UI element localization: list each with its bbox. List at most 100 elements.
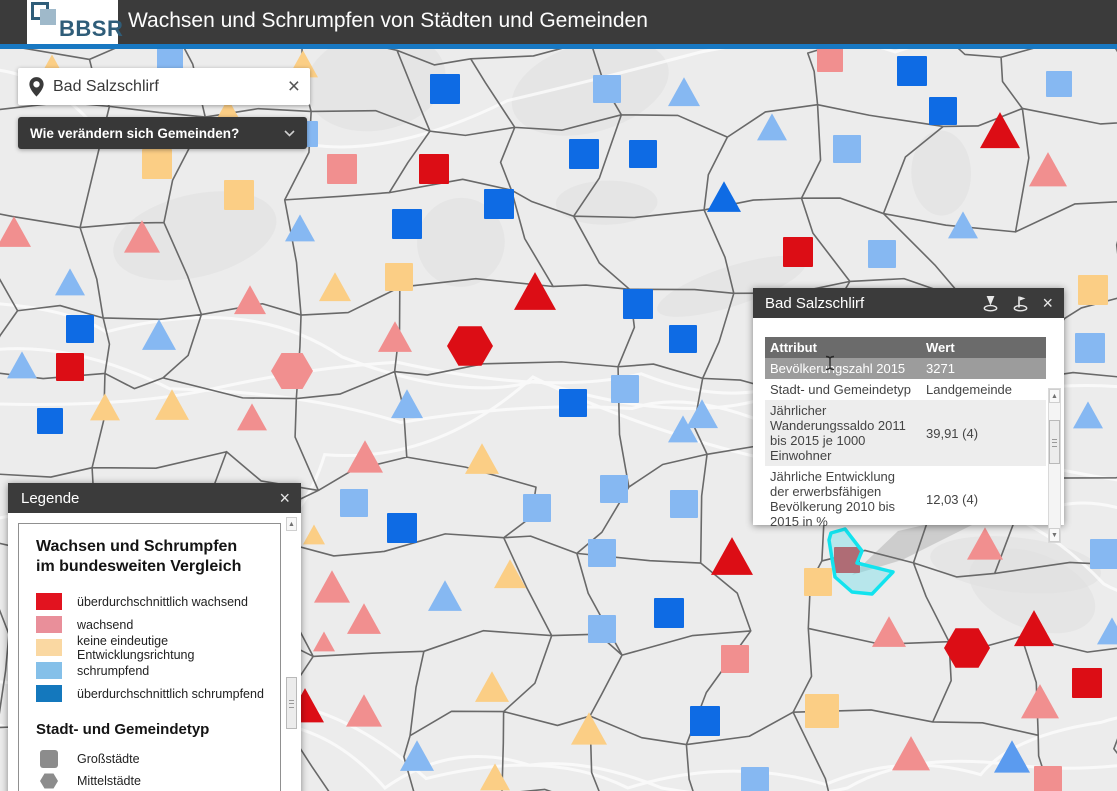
map-symbol-t[interactable] <box>0 216 31 247</box>
attribute-row[interactable]: Bevölkerungszahl 2015 3271 <box>765 358 1046 379</box>
map-symbol-s[interactable] <box>1078 275 1108 305</box>
search-clear-icon[interactable]: × <box>287 75 300 98</box>
map-symbol-s[interactable] <box>387 513 417 543</box>
map-symbol-s[interactable] <box>929 97 957 125</box>
map-symbol-t[interactable] <box>668 415 698 443</box>
map-symbol-t[interactable] <box>711 537 753 575</box>
map-symbol-s[interactable] <box>805 694 839 728</box>
map-symbol-s[interactable] <box>385 263 413 291</box>
map-symbol-t[interactable] <box>707 181 741 212</box>
map-symbol-t[interactable] <box>514 272 556 310</box>
map-symbol-s[interactable] <box>804 568 832 596</box>
map-symbol-s[interactable] <box>484 189 514 219</box>
map-symbol-s[interactable] <box>741 767 769 791</box>
map-symbol-s[interactable] <box>629 140 657 168</box>
search-box[interactable]: Bad Salzschlirf × <box>18 68 310 105</box>
map-symbol-t[interactable] <box>980 112 1020 149</box>
feature-popup-header[interactable]: Bad Salzschlirf × <box>753 288 1064 318</box>
map-symbol-t[interactable] <box>234 285 266 315</box>
map-symbol-h[interactable] <box>944 628 990 668</box>
map-symbol-s[interactable] <box>569 139 599 169</box>
map-symbol-t[interactable] <box>346 694 382 727</box>
map-symbol-s[interactable] <box>721 645 749 673</box>
map-symbol-s[interactable] <box>340 489 368 517</box>
map-symbol-t[interactable] <box>90 393 120 421</box>
attribute-row[interactable]: Stadt- und Gemeindetyp Landgemeinde <box>765 379 1046 400</box>
scroll-thumb[interactable] <box>286 677 297 729</box>
map-symbol-t[interactable] <box>237 403 267 431</box>
legend-header[interactable]: Legende × <box>8 483 301 513</box>
map-symbol-s[interactable] <box>654 598 684 628</box>
search-input[interactable]: Bad Salzschlirf <box>53 77 159 95</box>
map-symbol-s[interactable] <box>690 706 720 736</box>
legend-scrollbar[interactable]: ▲ <box>286 517 299 791</box>
map-symbol-s[interactable] <box>868 240 896 268</box>
map-symbol-s[interactable] <box>56 353 84 381</box>
map-symbol-t[interactable] <box>124 220 160 253</box>
map-symbol-s[interactable] <box>833 135 861 163</box>
selected-feature-highlight[interactable] <box>827 527 895 596</box>
map-symbol-t[interactable] <box>571 712 607 745</box>
map-symbol-t[interactable] <box>55 268 85 296</box>
map-symbol-t[interactable] <box>313 631 335 652</box>
map-symbol-s[interactable] <box>224 180 254 210</box>
map-symbol-s[interactable] <box>897 56 927 86</box>
map-symbol-s[interactable] <box>1072 668 1102 698</box>
map-symbol-t[interactable] <box>668 77 700 107</box>
map-symbol-t[interactable] <box>1021 684 1059 719</box>
map-symbol-s[interactable] <box>392 209 422 239</box>
map-symbol-t[interactable] <box>347 603 381 634</box>
map-symbol-s[interactable] <box>66 315 94 343</box>
popup-close-icon[interactable]: × <box>1042 293 1053 313</box>
question-dropdown[interactable]: Wie verändern sich Gemeinden? <box>18 117 307 149</box>
map-symbol-s[interactable] <box>817 48 843 72</box>
map-symbol-t[interactable] <box>428 580 462 611</box>
scroll-thumb[interactable] <box>1049 420 1060 464</box>
map-symbol-s[interactable] <box>600 475 628 503</box>
attribute-row[interactable]: Jährliche Entwicklung der erwerbsfähigen… <box>765 466 1046 532</box>
map-symbol-h[interactable] <box>271 352 313 390</box>
drop-pin-tool-icon[interactable] <box>982 295 999 312</box>
map-symbol-t[interactable] <box>757 113 787 141</box>
map-symbol-t[interactable] <box>378 321 412 352</box>
map-symbol-t[interactable] <box>480 763 510 791</box>
map-symbol-t[interactable] <box>994 740 1030 773</box>
scroll-down-button[interactable]: ▼ <box>1049 528 1060 542</box>
map-symbol-s[interactable] <box>623 289 653 319</box>
map-symbol-s[interactable] <box>588 615 616 643</box>
map-symbol-s[interactable] <box>834 547 860 573</box>
map-symbol-s[interactable] <box>1034 766 1062 791</box>
map-symbol-s[interactable] <box>588 539 616 567</box>
map-symbol-t[interactable] <box>892 736 930 771</box>
map-symbol-s[interactable] <box>419 154 449 184</box>
map-symbol-t[interactable] <box>303 524 325 545</box>
map-symbol-s[interactable] <box>611 375 639 403</box>
map-symbol-t[interactable] <box>216 98 240 121</box>
map-symbol-s[interactable] <box>142 149 172 179</box>
map-symbol-s[interactable] <box>157 48 183 73</box>
scroll-up-button[interactable]: ▲ <box>1049 389 1060 403</box>
map-symbol-s[interactable] <box>1090 539 1117 569</box>
bbsr-logo[interactable]: BBSR <box>27 0 123 44</box>
map-symbol-t[interactable] <box>7 351 37 379</box>
map-symbol-s[interactable] <box>559 389 587 417</box>
map-symbol-t[interactable] <box>494 559 526 589</box>
map-symbol-t[interactable] <box>686 399 718 429</box>
flag-tool-icon[interactable] <box>1012 295 1029 312</box>
map-symbol-t[interactable] <box>1073 401 1103 429</box>
map-symbol-t[interactable] <box>285 214 315 242</box>
map-symbol-t[interactable] <box>142 319 176 350</box>
map-symbol-s[interactable] <box>669 325 697 353</box>
map-symbol-t[interactable] <box>347 440 383 473</box>
map-symbol-s[interactable] <box>37 408 63 434</box>
legend-close-icon[interactable]: × <box>279 488 290 508</box>
map-symbol-t[interactable] <box>391 389 423 419</box>
map-symbol-t[interactable] <box>1097 617 1117 645</box>
map-symbol-t[interactable] <box>1029 152 1067 187</box>
map-symbol-s[interactable] <box>783 237 813 267</box>
map-symbol-t[interactable] <box>465 443 499 474</box>
map-symbol-t[interactable] <box>872 616 906 647</box>
map-symbol-t[interactable] <box>1014 610 1054 647</box>
map-symbol-t[interactable] <box>400 740 434 771</box>
map-symbol-t[interactable] <box>967 527 1003 560</box>
